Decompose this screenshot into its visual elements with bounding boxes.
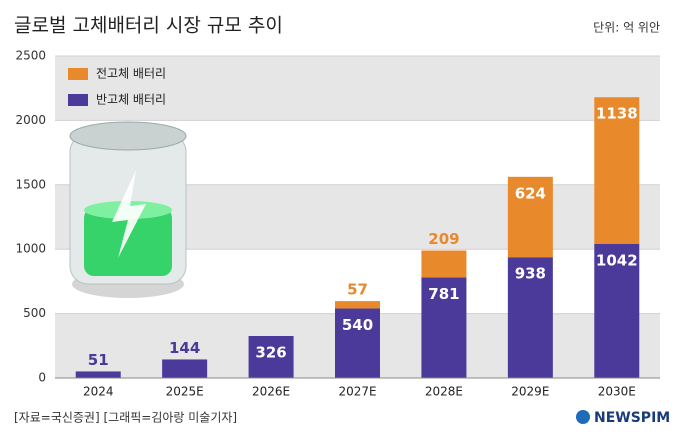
y-tick-label: 2500 [15,49,46,63]
legend-label: 전고체 배터리 [96,67,166,81]
data-label: 938 [515,265,546,283]
bar-segment [421,250,467,278]
legend-label: 반고체 배터리 [96,93,166,107]
data-label: 144 [169,339,200,357]
bar-segment [335,308,380,378]
bar-segment [507,176,553,258]
chart-title: 글로벌 고체배터리 시장 규모 추이 [14,15,283,37]
bar-segment [507,257,553,378]
source-note: [자료=국신증권] [그래픽=김아랑 미술기자] [14,411,237,425]
unit-label: 단위: 억 위안 [593,21,660,35]
data-label: 781 [428,285,459,303]
bar-segment [421,277,467,378]
y-tick-label: 0 [38,371,46,385]
x-tick-label: 2024 [83,385,114,399]
data-label: 1138 [596,105,638,123]
bar-segment [75,371,121,378]
y-tick-label: 1000 [15,242,46,256]
legend-swatch [68,94,88,106]
x-tick-label: 2027E [338,385,376,399]
y-tick-label: 500 [23,306,46,320]
bar-segment [594,243,640,378]
brand-logo: NEWSPIM [594,410,670,426]
bar-segment [248,336,294,378]
x-tick-label: 2029E [511,385,549,399]
x-tick-label: 2028E [425,385,463,399]
y-tick-label: 2000 [15,113,46,127]
data-label: 540 [342,316,373,334]
x-tick-label: 2026E [252,385,290,399]
data-label: 209 [428,230,459,248]
data-label: 326 [255,344,286,362]
battery-illustration [69,121,187,298]
grid-band [55,56,660,121]
y-tick-label: 1500 [15,177,46,191]
brand-icon [576,410,590,424]
data-label: 57 [347,281,368,299]
legend-swatch [68,68,88,80]
data-label: 1042 [596,251,638,269]
x-tick-label: 2030E [598,385,636,399]
x-tick-label: 2025E [166,385,204,399]
bar-segment [335,301,380,309]
bar-segment [162,359,208,378]
data-label: 624 [515,184,546,202]
data-label: 51 [88,351,109,369]
bar-segment [594,97,640,244]
